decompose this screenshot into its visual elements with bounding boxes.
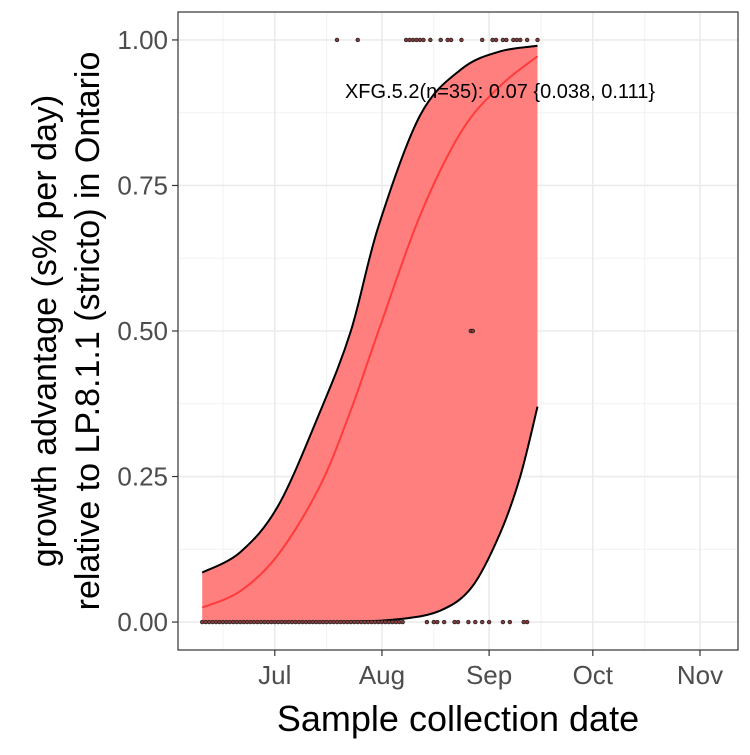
annotation: XFG.5.2(n=35): 0.07 {0.038, 0.111} (345, 81, 655, 103)
y-axis-label-line-1: growth advantage (s% per day) (26, 95, 64, 567)
data-point (455, 619, 461, 625)
data-point (441, 619, 447, 625)
data-point (504, 37, 509, 43)
y-tick-label: 0.00 (117, 607, 168, 637)
data-point (500, 619, 506, 625)
data-point (486, 619, 492, 625)
y-tick-label: 0.50 (117, 316, 168, 346)
data-point (355, 37, 360, 43)
data-point (448, 37, 454, 43)
x-tick-label-sep: Sep (466, 660, 512, 690)
x-axis-label: Sample collection date (277, 698, 639, 739)
data-point (524, 619, 530, 625)
data-point (334, 37, 340, 43)
fit-line (201, 55, 539, 609)
data-marks (199, 37, 540, 625)
data-point (470, 328, 476, 334)
data-point (518, 37, 523, 43)
x-tick-label-nov: Nov (677, 660, 723, 690)
data-point (400, 619, 405, 625)
data-point (535, 37, 540, 43)
data-point (424, 619, 430, 625)
data-point (428, 37, 433, 43)
confidence-band (202, 45, 538, 623)
data-point (524, 37, 530, 43)
y-tick-label: 1.00 (117, 25, 168, 55)
data-point (507, 619, 513, 625)
y-tick-label: 0.25 (117, 462, 168, 492)
y-axis-label-line-2: relative to LP.8.1.1 (stricto) in Ontari… (69, 52, 107, 611)
axes: Jul Aug Sep Oct Nov 0.00 0.25 0.50 0.75 1.00 (117, 25, 723, 690)
x-tick-label-oct: Oct (573, 660, 614, 690)
data-point (459, 37, 464, 43)
data-point (479, 37, 485, 43)
data-point (421, 37, 426, 43)
data-point (438, 37, 443, 43)
data-point (466, 619, 471, 625)
y-tick-label: 0.75 (117, 170, 168, 200)
data-point (435, 619, 440, 625)
upper-bound-line (201, 44, 538, 574)
x-tick-label-jul: Jul (258, 660, 291, 690)
data-point (479, 619, 485, 625)
data-point (473, 619, 478, 625)
x-tick-label-aug: Aug (359, 660, 405, 690)
data-point (493, 37, 499, 43)
